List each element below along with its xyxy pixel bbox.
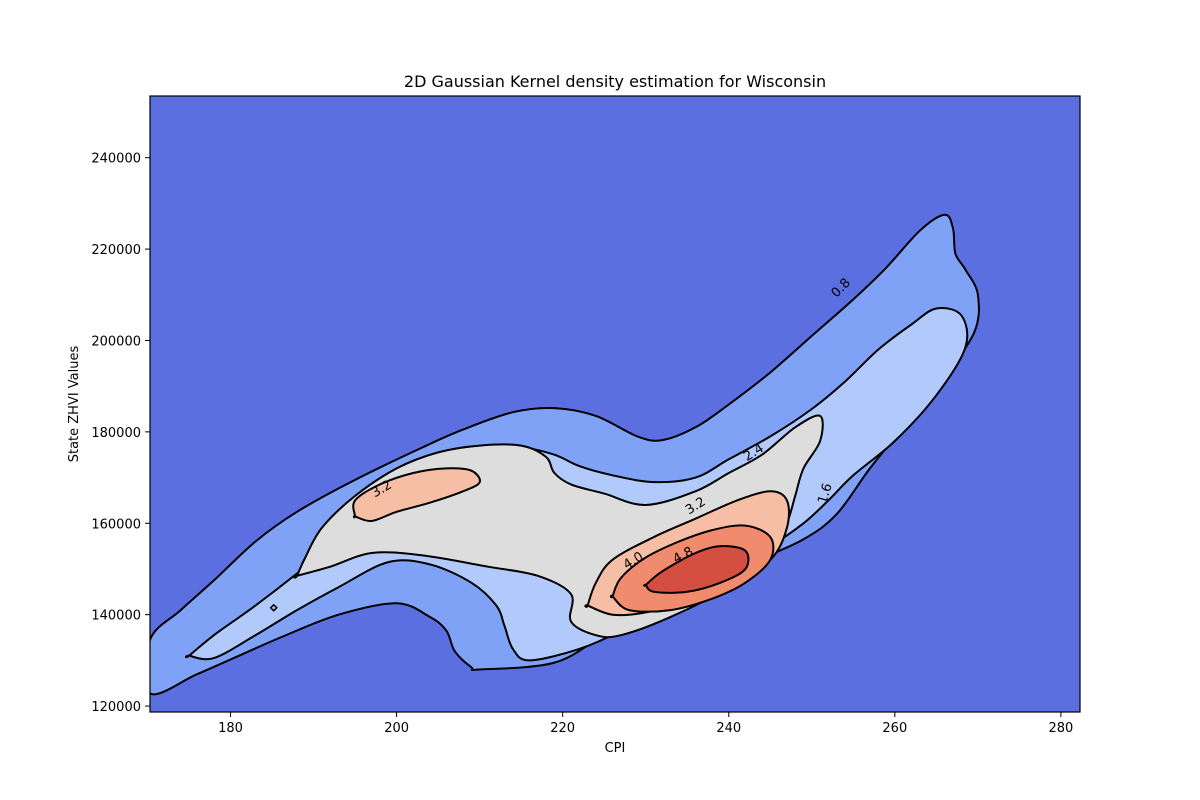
x-tick-label: 240 bbox=[716, 721, 741, 736]
contour-1-6-fill bbox=[185, 308, 968, 661]
y-tick-label: 240000 bbox=[91, 152, 141, 167]
x-tick-label: 200 bbox=[384, 721, 409, 736]
x-tick-label: 180 bbox=[218, 721, 243, 736]
y-tick-label: 200000 bbox=[91, 334, 141, 349]
y-axis: 120000 140000 160000 180000 200000 220000 2400… bbox=[91, 152, 150, 715]
x-axis-label: CPI bbox=[605, 741, 626, 756]
x-tick-label: 220 bbox=[550, 721, 575, 736]
plot-frame bbox=[149, 95, 1081, 713]
contour-3-2-line bbox=[352, 467, 481, 523]
x-tick-label: 260 bbox=[882, 721, 907, 736]
contour-2-4-line bbox=[293, 414, 824, 639]
y-axis-label: State ZHVI Values bbox=[67, 345, 82, 462]
contour-0-8-line bbox=[150, 213, 980, 696]
x-axis: 180 200 220 240 260 280 bbox=[218, 712, 1073, 736]
contour-4-0-line bbox=[609, 524, 775, 613]
contour-3-2-fill bbox=[353, 468, 480, 522]
contour-label: 1.6 bbox=[815, 482, 835, 506]
contour-small-island bbox=[269, 603, 278, 612]
y-tick-label: 160000 bbox=[91, 517, 141, 532]
contour-4-8-line bbox=[643, 545, 750, 594]
y-tick-label: 180000 bbox=[91, 426, 141, 441]
y-tick-label: 140000 bbox=[91, 609, 141, 624]
plot-area: 0.82.41.63.23.24.0 4.8 bbox=[149, 95, 1081, 713]
contour-3-2-line bbox=[584, 490, 790, 617]
chart-title: 2D Gaussian Kernel density estimation fo… bbox=[404, 72, 826, 91]
x-tick-label: 280 bbox=[1048, 721, 1073, 736]
y-tick-label: 120000 bbox=[91, 700, 141, 715]
y-tick-label: 220000 bbox=[91, 243, 141, 258]
